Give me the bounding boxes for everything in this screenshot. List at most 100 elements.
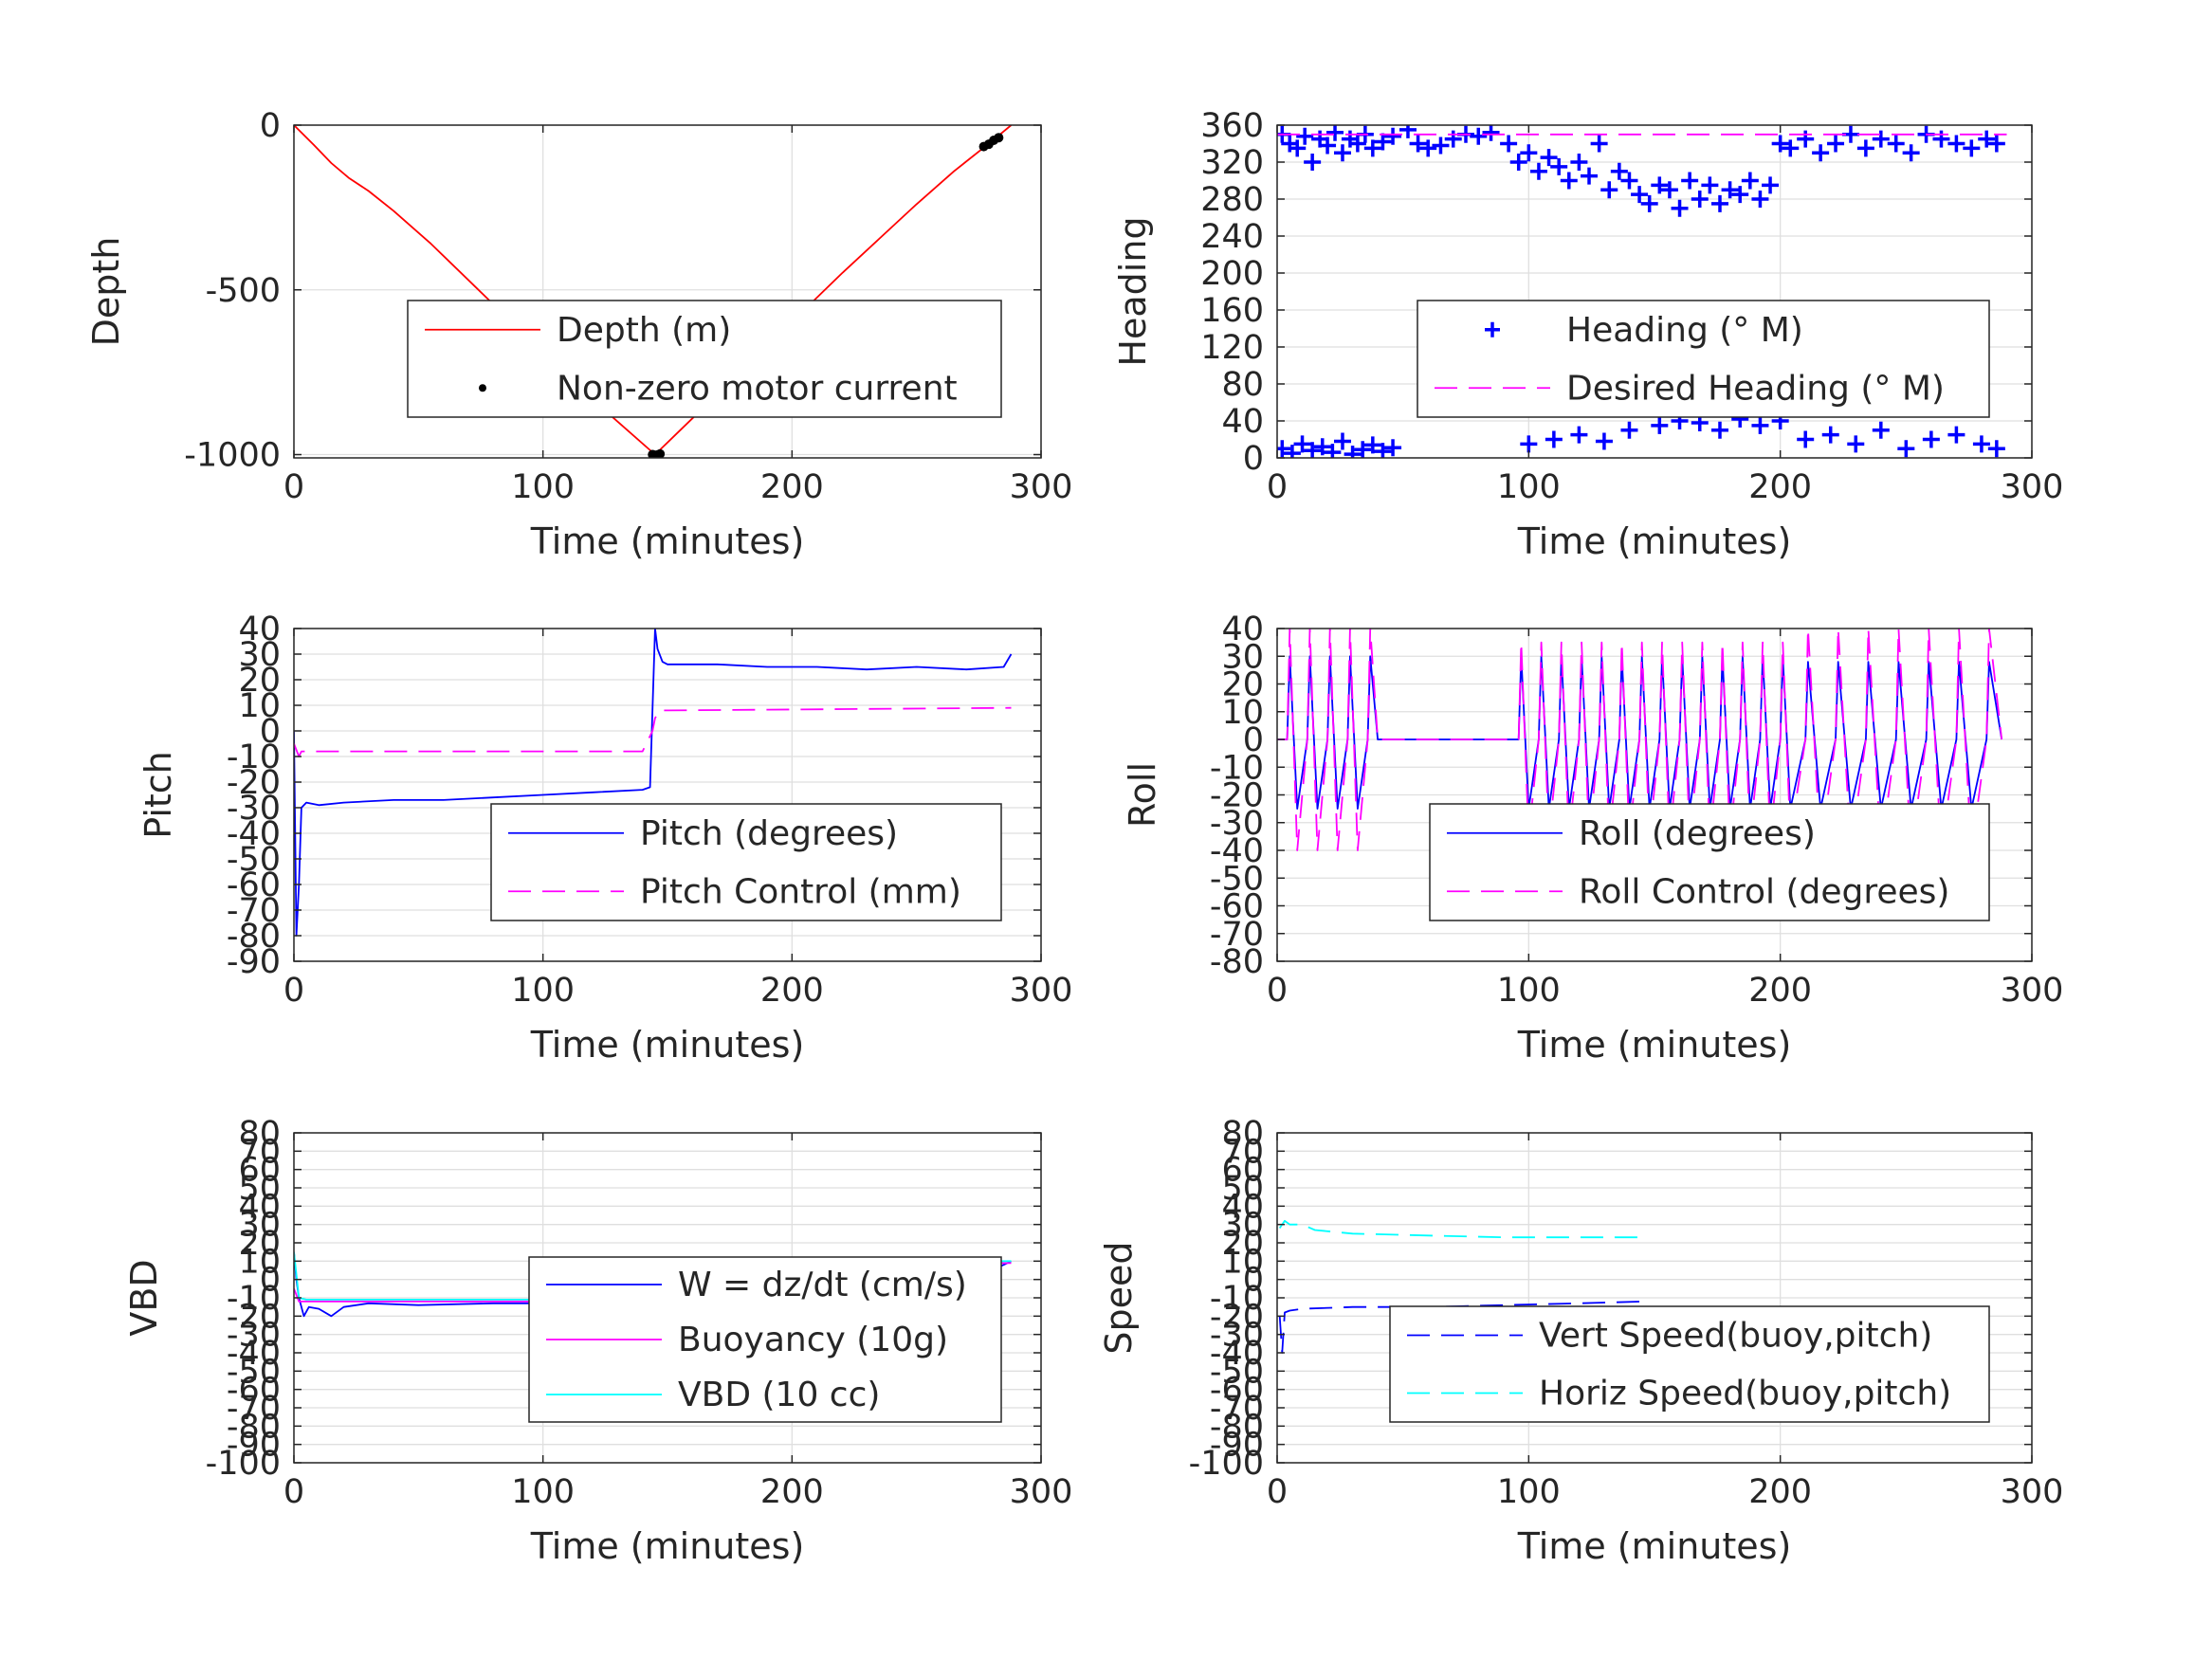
y-tick-label: 60	[1221, 1152, 1264, 1190]
y-tick-label: -80	[227, 1408, 281, 1446]
legend-non-zero-motor-current-label: Non-zero motor current	[557, 369, 958, 408]
y-tick-label: -80	[227, 918, 281, 956]
y-tick-label: -40	[227, 815, 281, 853]
series-heading-m-point	[1324, 444, 1342, 458]
y-tick-label: 20	[238, 662, 281, 700]
series-heading-m-point	[1581, 167, 1599, 185]
depth-axes-frame	[293, 124, 1042, 459]
y-tick-label: 30	[238, 1207, 281, 1245]
series-heading-m-point	[1721, 181, 1739, 199]
y-tick-label: -50	[1210, 1353, 1264, 1391]
series-heading-m-point	[1595, 432, 1613, 450]
legend-vbd-10-cc-label: VBD (10 cc)	[678, 1376, 880, 1414]
y-tick-label: -90	[1210, 1427, 1264, 1465]
y-tick-label: 30	[1221, 1207, 1264, 1245]
series-heading-m-point	[1947, 426, 1965, 444]
series-heading-m-point	[1947, 135, 1965, 153]
series-heading-m-point	[1374, 443, 1392, 458]
y-tick-label: 0	[260, 107, 281, 145]
speed-legend: Vert Speed(buoy,pitch) Horiz Speed(buoy,p…	[1389, 1305, 1990, 1423]
series-heading-m-point	[1363, 436, 1381, 454]
series-heading-m-point	[1283, 445, 1301, 458]
series-heading-m-point	[1963, 139, 1981, 157]
x-tick-label: 0	[1267, 1473, 1288, 1511]
speed-chart: 0 100 200 30080706050403020100-10-20-30-40-…	[1098, 1115, 2063, 1567]
series-heading-m-point	[1520, 435, 1538, 453]
y-tick-label: 0	[1243, 1262, 1264, 1300]
series-heading-m-point	[1978, 130, 1996, 148]
series-heading-m-point	[1296, 127, 1314, 145]
series-pitch-control-mm-line	[294, 706, 1012, 757]
y-tick-label: -50	[1210, 860, 1264, 898]
x-tick-label: 100	[1497, 972, 1561, 1010]
pitch-legend: Pitch (degrees) Pitch Control (mm)	[490, 803, 1002, 921]
x-tick-label: 300	[1010, 468, 1073, 506]
y-tick-label: -20	[227, 1298, 281, 1336]
pitch-axes-frame	[293, 628, 1042, 962]
x-tick-label: 100	[1497, 1473, 1561, 1511]
y-tick-label: 30	[1221, 638, 1264, 676]
y-axis-label: Speed	[1098, 1241, 1140, 1354]
series-heading-m-point	[1731, 186, 1749, 204]
y-tick-label: 40	[1221, 403, 1264, 441]
y-tick-label: -50	[227, 1353, 281, 1391]
series-heading-m-point	[1545, 430, 1563, 448]
series-heading-m-point	[1374, 133, 1392, 151]
legend-non-zero-motor-current-swatch	[479, 384, 486, 392]
y-tick-label: 10	[238, 687, 281, 725]
series-heading-m-point	[1398, 125, 1417, 138]
y-tick-label: -10	[1210, 749, 1264, 787]
series-non-zero-motor-current-point	[655, 448, 666, 458]
y-tick-label: 320	[1200, 144, 1264, 182]
series-depth-m-line	[294, 125, 1013, 456]
speed-data	[1278, 1219, 1642, 1354]
series-heading-m-point	[1710, 194, 1728, 212]
series-heading-m-point	[1482, 125, 1500, 141]
series-heading-m-point	[1333, 432, 1351, 450]
y-tick-label: -30	[227, 790, 281, 828]
series-heading-m-point	[1363, 139, 1381, 157]
series-heading-m-point	[1333, 144, 1351, 162]
roll-chart: 0 100 200 300403020100-10-20-30-40-50-60-70…	[1122, 611, 2063, 1066]
depth-data	[294, 125, 1013, 458]
x-tick-label: 0	[283, 972, 304, 1010]
legend-box	[1389, 1305, 1990, 1423]
y-tick-label: 80	[1221, 1115, 1264, 1153]
y-axis-label: Roll	[1122, 762, 1163, 828]
series-heading-m-point	[1277, 440, 1291, 458]
depth-chart: 0 100 200 300 0 -500 -1000 Time (minutes) Depth D…	[85, 107, 1072, 562]
y-tick-label: 280	[1200, 181, 1264, 219]
series-heading-m-point	[1540, 149, 1558, 167]
series-heading-m-point	[1560, 172, 1578, 190]
pitch-chart: 0 100 200 300403020100-10-20-30-40-50-60-70…	[137, 611, 1072, 1066]
x-axis-label: Time (minutes)	[530, 520, 805, 562]
legend-depth-m-label: Depth (m)	[557, 311, 731, 350]
series-heading-m-point	[1509, 154, 1527, 171]
y-tick-label: 200	[1200, 255, 1264, 293]
series-heading-m-point	[1384, 127, 1402, 145]
y-tick-label: -60	[1210, 888, 1264, 926]
y-tick-label: -70	[1210, 1390, 1264, 1428]
heading-axes-frame	[1276, 124, 2033, 459]
x-tick-label: 200	[760, 1473, 824, 1511]
series-heading-m-point	[1289, 139, 1307, 157]
x-tick-label: 300	[2001, 468, 2064, 506]
roll-data	[1277, 629, 2003, 851]
y-tick-label: 10	[238, 1243, 281, 1281]
y-tick-label: 120	[1200, 329, 1264, 367]
vbd-legend: W = dz/dt (cm/s) Buoyancy (10g) VBD (10 cc…	[528, 1256, 1002, 1423]
y-tick-label: -70	[1210, 916, 1264, 954]
series-heading-m-point	[1651, 416, 1669, 434]
y-tick-label: -70	[227, 892, 281, 930]
x-tick-label: 0	[283, 468, 304, 506]
y-tick-label: -80	[1210, 1408, 1264, 1446]
y-tick-label: 240	[1200, 218, 1264, 256]
series-heading-m-point	[1590, 135, 1608, 153]
y-tick-label: -100	[206, 1445, 281, 1483]
series-heading-m-point	[1987, 440, 2005, 458]
y-tick-label: -20	[227, 764, 281, 802]
series-heading-m-point	[1319, 137, 1337, 155]
x-tick-label: 200	[760, 972, 824, 1010]
series-roll-control-degrees-line	[1277, 629, 2003, 851]
